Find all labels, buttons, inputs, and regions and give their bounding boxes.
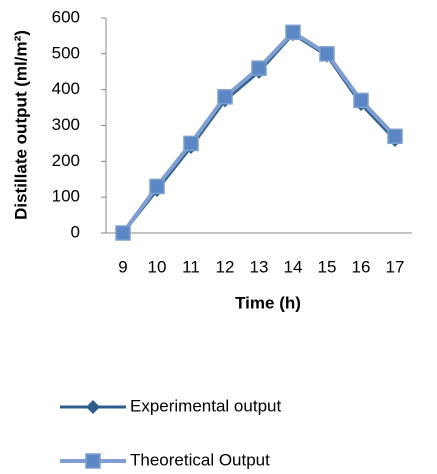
data-point [353,92,369,109]
legend-label: Theoretical Output [130,450,270,469]
y-tick-label: 600 [52,7,80,26]
x-tick-label: 11 [182,257,200,276]
y-tick-label: 300 [52,115,80,134]
y-tick-label: 500 [52,43,80,62]
x-tick-label: 10 [148,257,167,276]
data-point [319,46,335,62]
data-point [183,135,199,152]
data-point [285,24,301,41]
y-tick-label: 0 [71,222,80,241]
data-point [387,128,403,144]
y-axis-label: Distillate output (ml/m²) [11,30,30,220]
x-tick-label: 9 [118,257,127,276]
x-tick-label: 15 [318,257,337,276]
data-point [217,89,233,105]
data-point [149,178,165,195]
legend-marker [85,453,101,469]
x-tick-label: 16 [352,257,371,276]
x-tick-label: 13 [250,257,269,276]
legend-label: Experimental output [130,396,281,415]
y-tick-label: 400 [52,79,80,98]
legend-marker [86,400,100,414]
y-tick-label: 100 [52,187,80,206]
x-axis-label: Time (h) [235,293,301,312]
x-tick-label: 17 [386,257,405,276]
data-point [251,60,267,76]
y-tick-label: 200 [52,151,80,170]
data-point [115,225,131,241]
x-tick-label: 12 [216,257,235,276]
x-tick-label: 14 [284,257,303,276]
